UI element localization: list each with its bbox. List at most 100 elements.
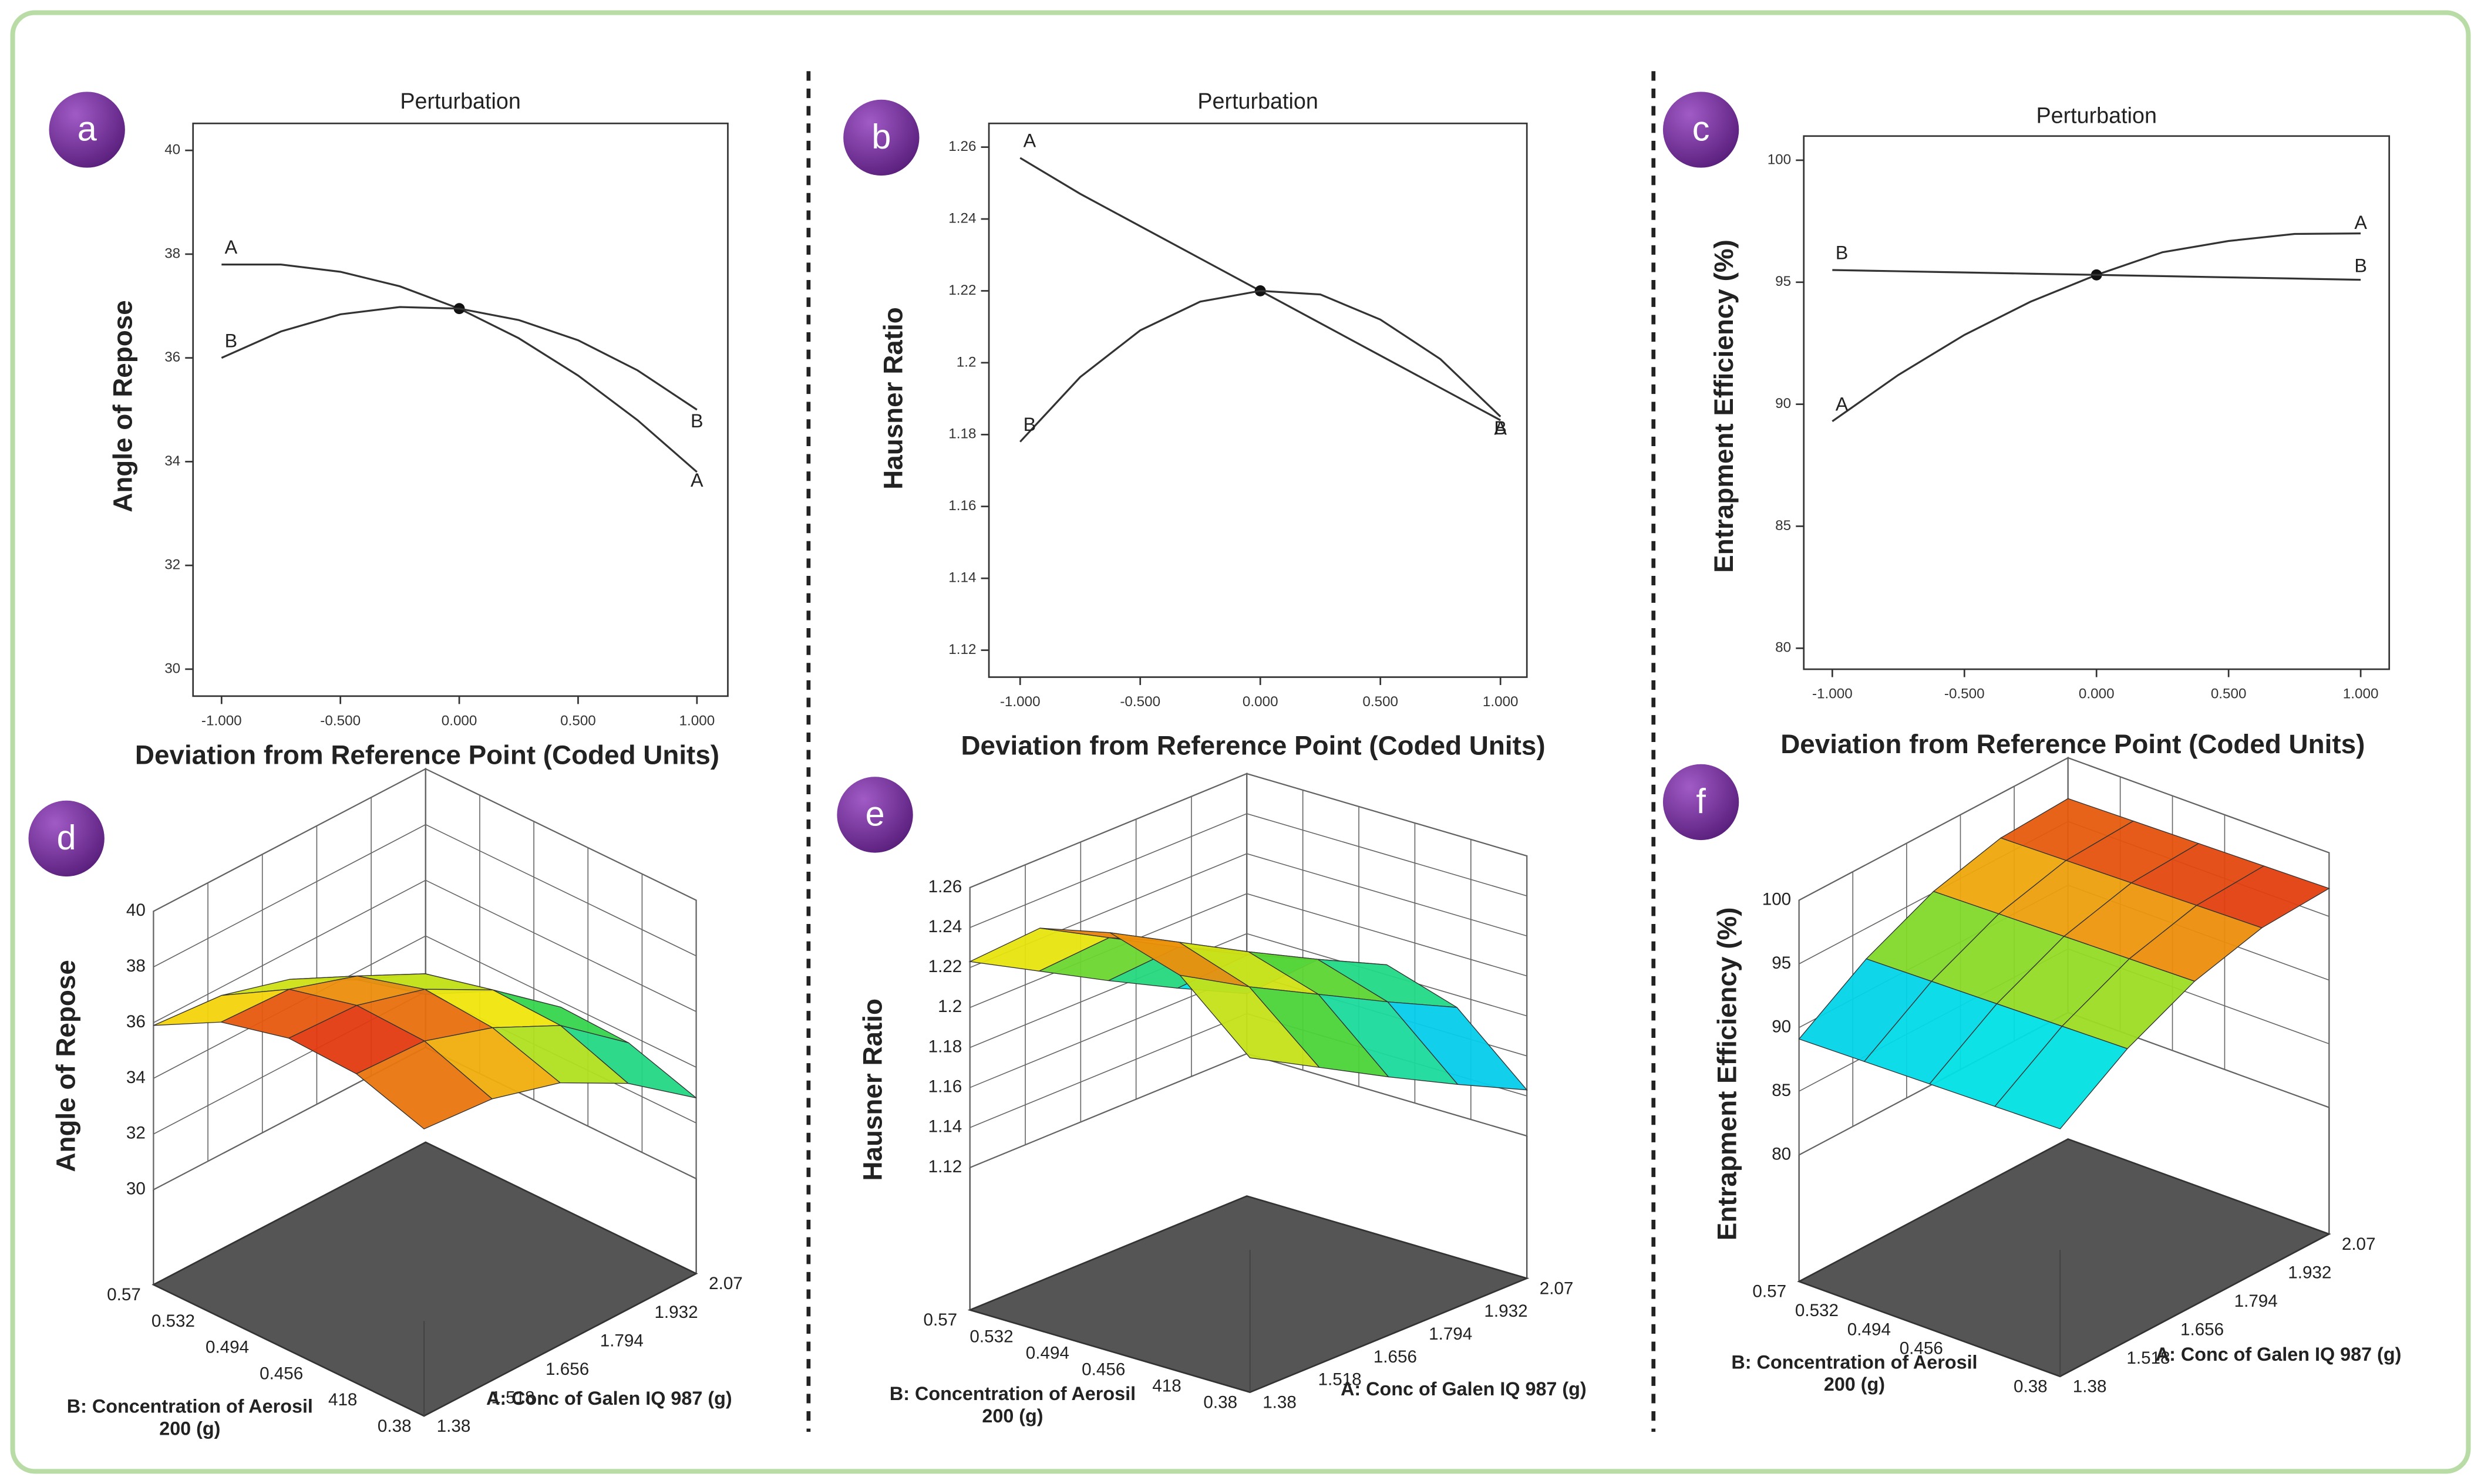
floor xyxy=(1797,1138,2331,1378)
y-tick-label: 0.494 xyxy=(1026,1343,1069,1362)
y-axis-label: B: Concentration of Aerosil 200 (g) xyxy=(889,1382,1136,1427)
series-label: A xyxy=(225,237,238,258)
y-tick-label: 100 xyxy=(1768,151,1791,167)
y-axis-label: Hausner Ratio xyxy=(878,307,909,490)
floor xyxy=(967,1195,1530,1394)
y-tick-label: 1.18 xyxy=(948,426,976,442)
panel-letter: b xyxy=(871,117,891,156)
y-axis-label: Angle of Repose xyxy=(107,300,139,512)
y-tick-label: 0.456 xyxy=(260,1364,303,1383)
z-tick-label: 1.26 xyxy=(928,877,962,896)
y-tick-label: 1.22 xyxy=(948,282,976,298)
chart-title: Perturbation xyxy=(1197,89,1318,113)
z-tick-label: 1.22 xyxy=(928,957,962,976)
x-tick-label: 1.38 xyxy=(1263,1392,1297,1412)
y-tick-label: 0.456 xyxy=(1082,1360,1125,1379)
y-tick-label: 32 xyxy=(164,557,180,573)
x-tick-label: 1.518 xyxy=(1318,1370,1362,1389)
z-axis-label: Angle of Repose xyxy=(51,960,82,1172)
x-tick-label: 1.656 xyxy=(546,1360,589,1379)
x-tick-label: 1.932 xyxy=(1484,1301,1527,1321)
y-tick-label: 34 xyxy=(164,453,180,469)
y-axis-label: B: Concentration of Aerosil 200 (g) xyxy=(1731,1351,1978,1395)
x-tick-label: -0.500 xyxy=(320,713,361,728)
series-label: B xyxy=(1024,414,1036,435)
series-label: A xyxy=(691,470,703,491)
z-tick-label: 95 xyxy=(1772,953,1791,973)
y-tick-label: 30 xyxy=(164,660,180,676)
panel-letter: e xyxy=(866,794,885,833)
y-tick-label: 0.532 xyxy=(152,1311,195,1331)
z-axis-label: Hausner Ratio xyxy=(858,999,888,1181)
surface-patch xyxy=(1994,1026,2128,1129)
series-label: B xyxy=(225,330,238,351)
y-tick-label: 38 xyxy=(164,245,180,261)
z-tick-label: 36 xyxy=(126,1012,146,1031)
x-tick-label: 1.518 xyxy=(2126,1348,2170,1368)
z-tick-label: 1.18 xyxy=(928,1037,962,1056)
y-tick-label: 0.494 xyxy=(206,1338,249,1357)
z-tick-label: 90 xyxy=(1772,1017,1791,1036)
z-tick-label: 34 xyxy=(126,1068,146,1087)
x-tick-label: 2.07 xyxy=(2342,1235,2376,1254)
panel-letter: c xyxy=(1692,109,1710,148)
panel-letter: a xyxy=(78,109,97,148)
panel-badge xyxy=(837,777,913,853)
x-tick-label: 1.932 xyxy=(654,1303,698,1322)
series-label: B xyxy=(1494,417,1507,439)
y-tick-label: 1.26 xyxy=(948,139,976,154)
x-tick-label: 2.07 xyxy=(1540,1279,1574,1298)
x-tick-label: -1.000 xyxy=(1812,686,1853,702)
z-tick-label: 100 xyxy=(1762,889,1791,909)
series-label: A xyxy=(1494,418,1507,439)
y-axis-label: B: Concentration of Aerosil 200 (g) xyxy=(66,1395,313,1439)
y-tick-label: 418 xyxy=(328,1390,357,1409)
z-tick-label: 40 xyxy=(126,900,146,920)
series-label: A xyxy=(1836,393,1849,414)
series-label: A xyxy=(1024,130,1036,151)
surface-patch xyxy=(1179,974,1321,1068)
x-tick-label: 0.500 xyxy=(560,713,596,728)
y-tick-label: 1.16 xyxy=(948,498,976,514)
y-tick-label: 80 xyxy=(1775,640,1791,656)
y-tick-label: 1.12 xyxy=(948,642,976,657)
x-tick-label: 1.000 xyxy=(679,713,715,728)
x-tick-label: 1.932 xyxy=(2288,1263,2331,1282)
y-tick-label: 0.532 xyxy=(1795,1301,1839,1320)
y-axis-label: Entrapment Efficiency (%) xyxy=(1709,240,1739,573)
y-tick-label: 0.38 xyxy=(1203,1392,1237,1412)
panel-letter: d xyxy=(57,818,76,857)
x-axis-label: Deviation from Reference Point (Coded Un… xyxy=(134,740,720,771)
z-tick-label: 1.2 xyxy=(938,997,962,1016)
x-axis-label: A: Conc of Galen IQ 987 (g) xyxy=(2155,1343,2402,1365)
chart-title: Perturbation xyxy=(2036,103,2156,127)
panel-badge xyxy=(49,92,125,168)
x-tick-label: 1.656 xyxy=(2180,1320,2224,1339)
y-tick-label: 40 xyxy=(164,142,180,158)
series-line xyxy=(1019,289,1502,443)
x-tick-label: 1.38 xyxy=(437,1416,471,1436)
y-tick-label: 0.456 xyxy=(1900,1339,1943,1358)
z-tick-label: 38 xyxy=(126,956,146,976)
x-tick-label: 1.518 xyxy=(491,1388,534,1407)
panel-badge xyxy=(1662,764,1739,841)
plot-frame xyxy=(988,122,1528,678)
y-tick-label: 0.38 xyxy=(378,1416,412,1436)
series-line xyxy=(221,306,698,411)
x-tick-label: 1.794 xyxy=(2234,1291,2278,1311)
z-tick-label: 1.24 xyxy=(928,917,962,936)
x-tick-label: 0.500 xyxy=(1362,694,1398,710)
x-tick-label: -1.000 xyxy=(201,713,242,728)
panel-badge xyxy=(28,800,105,877)
x-tick-label: 1.000 xyxy=(1483,694,1519,710)
z-tick-label: 1.12 xyxy=(928,1157,962,1176)
z-tick-label: 32 xyxy=(126,1124,146,1143)
y-tick-label: 36 xyxy=(164,349,180,365)
y-tick-label: 85 xyxy=(1775,518,1791,534)
z-tick-label: 85 xyxy=(1772,1081,1791,1100)
z-tick-label: 1.16 xyxy=(928,1077,962,1097)
series-label: B xyxy=(2354,255,2367,276)
x-tick-label: 0.000 xyxy=(442,713,477,728)
y-tick-label: 1.14 xyxy=(948,570,976,586)
